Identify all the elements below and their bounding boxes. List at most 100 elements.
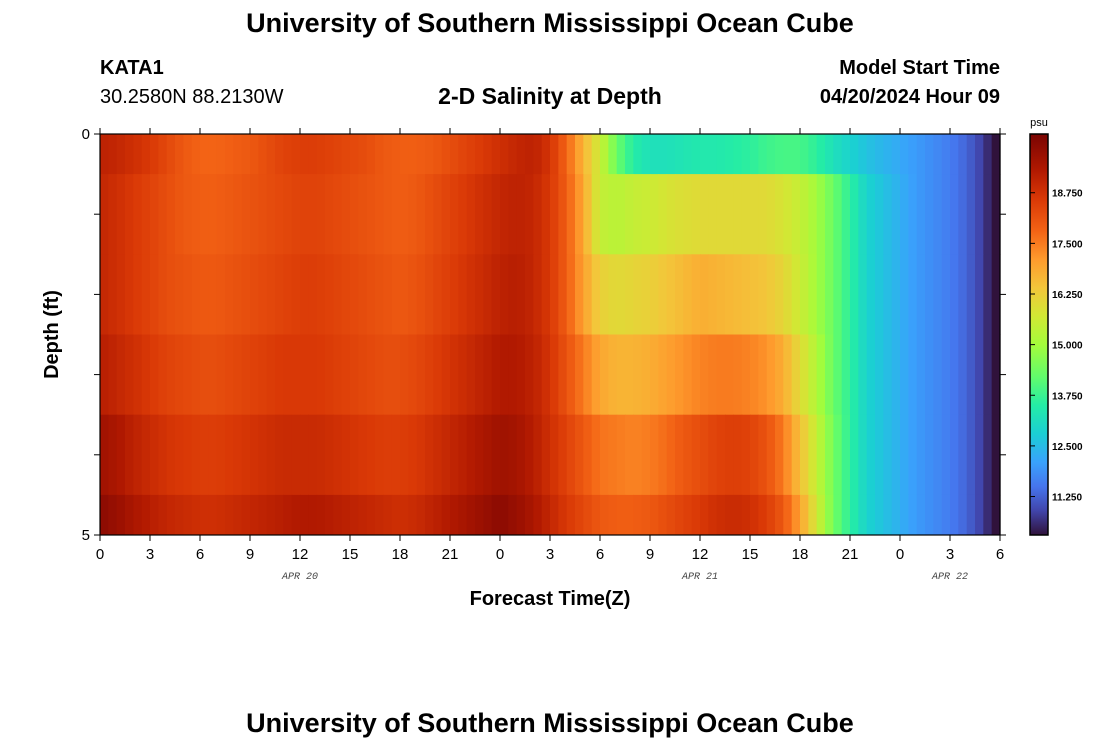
heatmap-cell	[975, 254, 984, 335]
heatmap-cell	[975, 334, 984, 416]
heatmap-cell	[325, 174, 334, 255]
heatmap-cell	[275, 134, 284, 175]
heatmap-cell	[266, 134, 276, 175]
heatmap-cell	[125, 254, 134, 335]
heatmap-cell	[700, 334, 709, 416]
colorbar-tick-label: 18.750	[1052, 189, 1083, 200]
heatmap-cell	[808, 494, 818, 536]
heatmap-cell	[508, 254, 518, 335]
heatmap-cell	[500, 334, 509, 416]
heatmap-cell	[333, 494, 343, 536]
heatmap-cell	[225, 134, 234, 175]
heatmap-cell	[658, 494, 668, 536]
heatmap-cell	[458, 134, 468, 175]
heatmap-cell	[400, 414, 409, 496]
heatmap-cell	[350, 414, 359, 496]
heatmap-cell	[408, 334, 418, 416]
heatmap-cell	[466, 334, 476, 416]
heatmap-cell	[883, 414, 893, 496]
heatmap-cell	[266, 494, 276, 536]
heatmap-cell	[800, 494, 809, 536]
heatmap-cell	[758, 254, 768, 335]
heatmap-cell	[575, 334, 584, 416]
heatmap-cell	[200, 414, 209, 496]
heatmap-cell	[991, 334, 1001, 416]
heatmap-cell	[133, 334, 143, 416]
heatmap-cell	[133, 134, 143, 175]
heatmap-cell	[958, 134, 968, 175]
heatmap-cell	[441, 134, 451, 175]
heatmap-cell	[466, 134, 476, 175]
heatmap-cell	[566, 334, 576, 416]
heatmap-cell	[533, 254, 543, 335]
heatmap-cell	[758, 414, 768, 496]
heatmap-cell	[875, 334, 884, 416]
heatmap-cell	[391, 254, 401, 335]
heatmap-cell	[133, 414, 143, 496]
colorbar-tick-label: 13.750	[1052, 391, 1083, 402]
heatmap-cell	[358, 494, 368, 536]
heatmap-cell	[466, 174, 476, 255]
heatmap-cell	[950, 174, 959, 255]
heatmap-cell	[641, 174, 651, 255]
heatmap-cell	[900, 134, 909, 175]
heatmap-cell	[391, 134, 401, 175]
heatmap-cell	[966, 494, 976, 536]
heatmap-cell	[941, 414, 951, 496]
heatmap-cell	[516, 134, 526, 175]
heatmap-cell	[608, 494, 618, 536]
heatmap-cell	[358, 414, 368, 496]
heatmap-cell	[825, 334, 834, 416]
heatmap-cell	[433, 174, 443, 255]
heatmap-cell	[291, 334, 301, 416]
heatmap-cell	[275, 334, 284, 416]
heatmap-cell	[558, 134, 568, 175]
heatmap-cell	[133, 174, 143, 255]
heatmap-cell	[600, 334, 609, 416]
heatmap-cell	[558, 494, 568, 536]
colorbar-tick-label: 16.250	[1052, 290, 1083, 301]
heatmap-cell	[350, 494, 359, 536]
heatmap-cell	[675, 334, 684, 416]
heatmap-cell	[666, 134, 676, 175]
heatmap-cell	[200, 494, 209, 536]
heatmap-cell	[216, 254, 226, 335]
heatmap-cell	[450, 254, 459, 335]
heatmap-cell	[625, 254, 634, 335]
heatmap-cell	[341, 414, 351, 496]
heatmap-cell	[441, 494, 451, 536]
heatmap-cell	[691, 134, 701, 175]
heatmap-cell	[833, 254, 843, 335]
heatmap-cell	[391, 174, 401, 255]
heatmap-cell	[825, 134, 834, 175]
heatmap-cell	[400, 174, 409, 255]
heatmap-cell	[941, 174, 951, 255]
heatmap-cell	[558, 254, 568, 335]
heatmap-cell	[575, 134, 584, 175]
heatmap-cell	[908, 334, 918, 416]
heatmap-cell	[316, 334, 326, 416]
heatmap-cell	[225, 334, 234, 416]
heatmap-cell	[925, 414, 934, 496]
heatmap-cell	[541, 134, 551, 175]
heatmap-cell	[208, 174, 218, 255]
heatmap-cell	[391, 494, 401, 536]
heatmap-cell	[741, 134, 751, 175]
heatmap-cell	[783, 494, 793, 536]
heatmap-cell	[108, 334, 118, 416]
heatmap-cell	[625, 334, 634, 416]
heatmap-cell	[616, 174, 626, 255]
heatmap-cell	[958, 414, 968, 496]
heatmap-cell	[133, 494, 143, 536]
heatmap-cell	[850, 174, 859, 255]
heatmap-cell	[466, 494, 476, 536]
heatmap-cell	[233, 334, 243, 416]
heatmap-cell	[183, 494, 193, 536]
heatmap-cell	[183, 414, 193, 496]
heatmap-cell	[916, 414, 926, 496]
heatmap-cell	[966, 414, 976, 496]
heatmap-cell	[700, 494, 709, 536]
heatmap-cell	[900, 494, 909, 536]
heatmap-cell	[475, 134, 484, 175]
heatmap-cell	[208, 414, 218, 496]
